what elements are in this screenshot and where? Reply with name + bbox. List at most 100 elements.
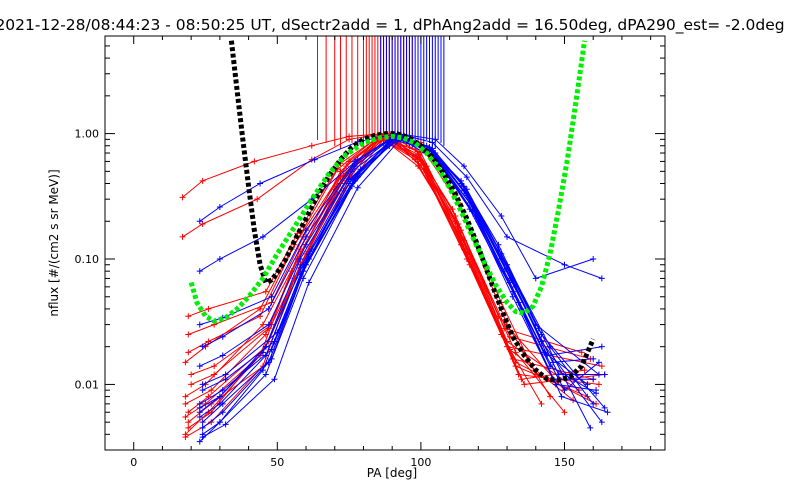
plus-marker [463, 256, 470, 263]
plus-marker [259, 321, 266, 328]
plus-marker [604, 409, 611, 416]
series-0-track [188, 132, 605, 385]
plus-marker [179, 233, 186, 240]
plus-marker [561, 387, 568, 394]
plus-marker [185, 349, 192, 356]
y-tick-label: 1.00 [75, 128, 100, 141]
plus-marker [601, 404, 608, 411]
plus-marker [495, 313, 502, 320]
plus-marker [199, 221, 206, 228]
plus-marker [196, 363, 203, 370]
plus-marker [449, 206, 456, 213]
series-2-dashed-curve [228, 40, 596, 383]
x-tick-label: 50 [270, 456, 284, 469]
plus-marker [268, 293, 275, 300]
plus-marker [593, 390, 600, 397]
plus-marker [337, 168, 344, 175]
plot-frame [104, 35, 666, 451]
plus-marker [185, 313, 192, 320]
plus-marker [182, 400, 189, 407]
plus-marker [271, 376, 278, 383]
plus-marker [211, 363, 218, 370]
plus-marker [219, 409, 226, 416]
plus-marker [351, 158, 358, 165]
series-0-track [182, 133, 551, 397]
plus-marker [254, 196, 261, 203]
chart-title: 2021-12-28/08:44:23 - 08:50:25 UT, dSect… [0, 16, 785, 35]
plus-marker [509, 288, 516, 295]
series-0-track [188, 132, 585, 380]
plus-marker [561, 261, 568, 268]
plus-marker [538, 331, 545, 338]
plus-marker [598, 343, 605, 350]
plot-content [179, 36, 611, 445]
y-axis-label: nflux [#/(cm2 s sr MeV)] [47, 169, 61, 316]
plus-marker [259, 367, 266, 374]
plus-marker [216, 393, 223, 400]
plus-marker [300, 261, 307, 268]
plus-marker [504, 233, 511, 240]
plus-marker [303, 241, 310, 248]
plus-marker [199, 387, 206, 394]
plus-marker [532, 275, 539, 282]
plus-marker [463, 174, 470, 181]
plus-marker [466, 206, 473, 213]
plus-marker [265, 321, 272, 328]
plus-marker [222, 421, 229, 428]
plus-marker [460, 183, 467, 190]
plus-marker [601, 371, 608, 378]
plus-marker [185, 424, 192, 431]
plus-marker [538, 400, 545, 407]
plus-marker [555, 371, 562, 378]
plus-marker [188, 371, 195, 378]
plot-area [179, 36, 611, 445]
plus-marker [584, 381, 591, 388]
plus-marker [262, 352, 269, 359]
plus-marker [211, 371, 218, 378]
plus-marker [216, 400, 223, 407]
plus-marker [205, 305, 212, 312]
plus-marker [598, 419, 605, 426]
plus-marker [185, 331, 192, 338]
plus-marker [598, 275, 605, 282]
plus-marker [257, 180, 264, 187]
plus-marker [182, 434, 189, 441]
axes: 0 50 100 150 0.01 0.10 1.00 [75, 35, 665, 469]
plus-marker [251, 158, 258, 165]
plus-marker [259, 349, 266, 356]
plus-marker [455, 223, 462, 230]
plus-marker [308, 142, 315, 149]
plus-marker [219, 333, 226, 340]
plus-marker [216, 419, 223, 426]
plus-marker [303, 233, 310, 240]
plus-marker [348, 175, 355, 182]
plus-marker [598, 363, 605, 370]
series-0-track [188, 134, 591, 360]
plus-marker [179, 194, 186, 201]
plus-marker [196, 413, 203, 420]
plus-marker [199, 381, 206, 388]
plus-marker [222, 371, 229, 378]
series-1-track [199, 135, 600, 413]
y-tick-label: 0.10 [75, 253, 100, 266]
series-1-track [202, 136, 591, 435]
plus-marker [463, 190, 470, 197]
plus-marker [259, 233, 266, 240]
plus-marker [521, 381, 528, 388]
plus-marker [219, 352, 226, 359]
plus-marker [460, 163, 467, 170]
plus-marker [199, 424, 206, 431]
plus-marker [219, 387, 226, 394]
plus-marker [265, 305, 272, 312]
series-3-dashed-curve [188, 40, 588, 324]
plus-marker [196, 321, 203, 328]
plus-marker [216, 256, 223, 263]
plus-marker [415, 153, 422, 160]
plus-marker [182, 413, 189, 420]
plus-marker [590, 400, 597, 407]
plus-marker [185, 409, 192, 416]
plus-marker [199, 343, 206, 350]
plus-marker [199, 419, 206, 426]
plus-marker [182, 393, 189, 400]
